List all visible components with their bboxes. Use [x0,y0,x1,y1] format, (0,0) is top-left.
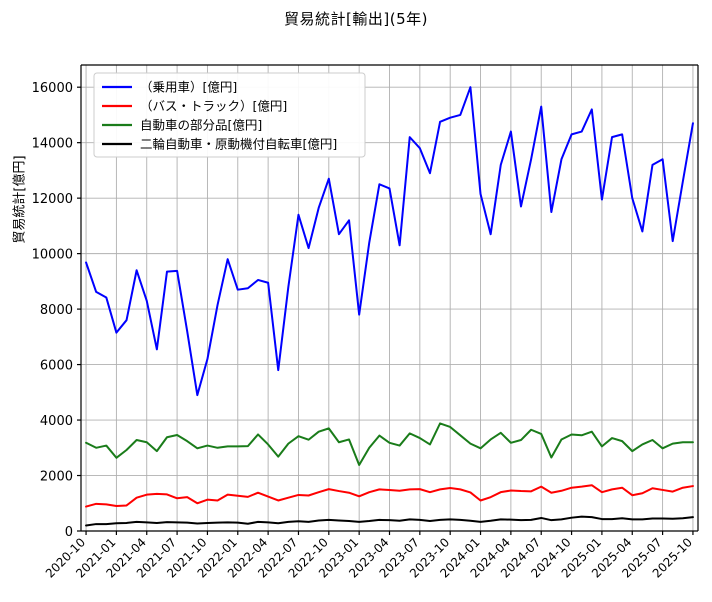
y-tick-label: 8000 [40,303,73,318]
legend-box [93,72,366,158]
series-line-1 [85,484,694,508]
y-tick-label: 6000 [40,359,73,374]
y-tick-label: 2000 [40,470,73,485]
y-tick-label: 16000 [32,81,73,96]
y-tick-label: 10000 [32,248,73,263]
series-line-0 [85,86,694,397]
y-tick-label: 0 [65,525,73,540]
y-tick-label: 12000 [32,192,73,207]
y-tick-label: 4000 [40,414,73,429]
legend-label-0: （乗用車）[億円] [140,80,237,95]
y-tick-label: 14000 [32,137,73,152]
chart-title: 貿易統計[輸出](5年) [284,10,428,28]
legend-label-3: 二輪自動車・原動機付自転車[億円] [140,137,337,152]
legend-label-1: （バス・トラック）[億円] [140,99,287,114]
series-line-2 [85,422,694,466]
legend-label-2: 自動車の部分品[億円] [140,118,262,133]
series-line-3 [85,515,694,527]
